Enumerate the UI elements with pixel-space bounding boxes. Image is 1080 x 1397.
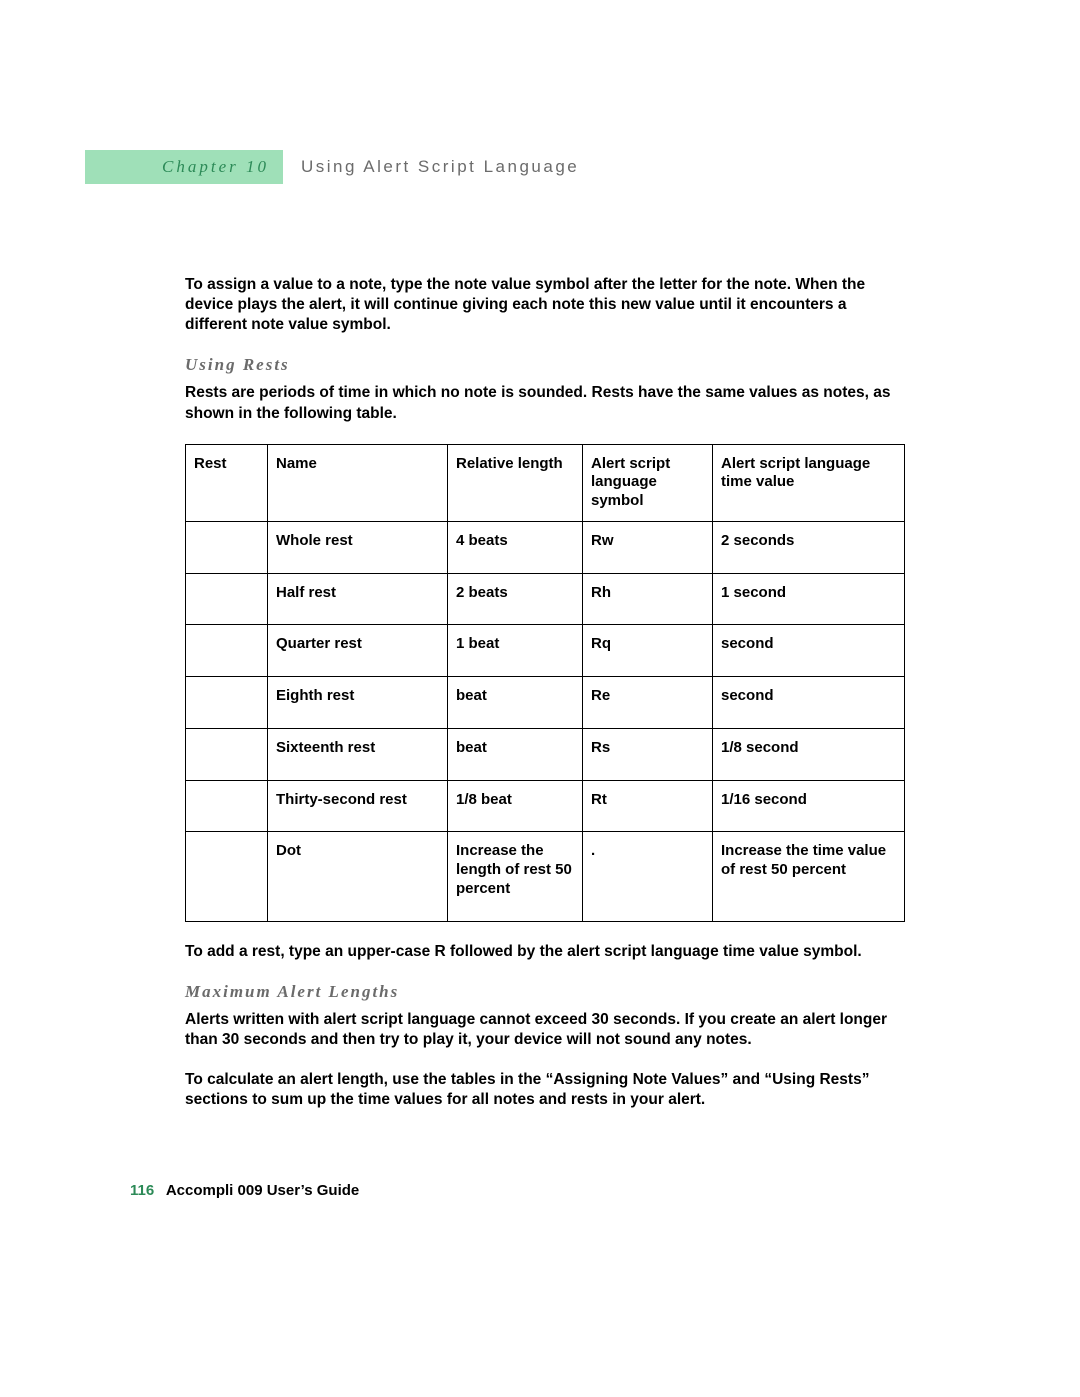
table-row: Eighth rest beat Re second — [186, 677, 905, 729]
chapter-title: Using Alert Script Language — [301, 157, 579, 177]
rests-after-table: To add a rest, type an upper-case R foll… — [185, 942, 905, 962]
table-header-row: Rest Name Relative length Alert script l… — [186, 444, 905, 521]
col-header: Alert script language time value — [713, 444, 905, 521]
cell: 1/16 second — [713, 780, 905, 832]
page-content: To assign a value to a note, type the no… — [185, 275, 905, 1130]
table-row: Half rest 2 beats Rh 1 second — [186, 573, 905, 625]
cell — [186, 780, 268, 832]
page-number: 116 — [130, 1182, 154, 1199]
cell: Eighth rest — [268, 677, 448, 729]
table-row: Thirty-second rest 1/8 beat Rt 1/16 seco… — [186, 780, 905, 832]
page-footer: 116 Accompli 009 User’s Guide — [130, 1182, 359, 1199]
cell: Increase the length of rest 50 percent — [448, 832, 583, 921]
cell: Half rest — [268, 573, 448, 625]
cell: Whole rest — [268, 521, 448, 573]
chapter-label: Chapter 10 — [162, 157, 269, 177]
rests-intro: Rests are periods of time in which no no… — [185, 383, 905, 423]
intro-paragraph: To assign a value to a note, type the no… — [185, 275, 905, 335]
col-header: Rest — [186, 444, 268, 521]
cell: . — [583, 832, 713, 921]
cell — [186, 728, 268, 780]
cell: second — [713, 625, 905, 677]
table-row: Whole rest 4 beats Rw 2 seconds — [186, 521, 905, 573]
cell: Rw — [583, 521, 713, 573]
max-alert-p2: To calculate an alert length, use the ta… — [185, 1070, 905, 1110]
cell — [186, 677, 268, 729]
cell: Rs — [583, 728, 713, 780]
cell: Sixteenth rest — [268, 728, 448, 780]
cell: Rq — [583, 625, 713, 677]
rest-table-body: Whole rest 4 beats Rw 2 seconds Half res… — [186, 521, 905, 921]
cell — [186, 521, 268, 573]
chapter-header: Chapter 10 Using Alert Script Language — [85, 150, 579, 184]
cell: Rh — [583, 573, 713, 625]
max-alert-p1: Alerts written with alert script languag… — [185, 1010, 905, 1050]
table-row: Quarter rest 1 beat Rq second — [186, 625, 905, 677]
cell: beat — [448, 677, 583, 729]
section-title-using-rests: Using Rests — [185, 355, 905, 375]
cell: 2 seconds — [713, 521, 905, 573]
cell: Quarter rest — [268, 625, 448, 677]
col-header: Name — [268, 444, 448, 521]
cell: Increase the time value of rest 50 per­c… — [713, 832, 905, 921]
cell: 1 second — [713, 573, 905, 625]
cell: Rt — [583, 780, 713, 832]
col-header: Alert script language symbol — [583, 444, 713, 521]
cell: beat — [448, 728, 583, 780]
cell — [186, 625, 268, 677]
table-row: Dot Increase the length of rest 50 perce… — [186, 832, 905, 921]
cell: 1/8 second — [713, 728, 905, 780]
rest-table: Rest Name Relative length Alert script l… — [185, 444, 905, 922]
cell — [186, 573, 268, 625]
cell: Dot — [268, 832, 448, 921]
footer-title: Accompli 009 User’s Guide — [166, 1182, 359, 1199]
section-title-max-alert: Maximum Alert Lengths — [185, 982, 905, 1002]
chapter-band: Chapter 10 — [85, 150, 283, 184]
cell: 4 beats — [448, 521, 583, 573]
cell: 1/8 beat — [448, 780, 583, 832]
table-row: Sixteenth rest beat Rs 1/8 second — [186, 728, 905, 780]
page: Chapter 10 Using Alert Script Language T… — [0, 0, 1080, 1397]
cell — [186, 832, 268, 921]
cell: second — [713, 677, 905, 729]
cell: Re — [583, 677, 713, 729]
col-header: Relative length — [448, 444, 583, 521]
cell: 2 beats — [448, 573, 583, 625]
cell: Thirty-second rest — [268, 780, 448, 832]
cell: 1 beat — [448, 625, 583, 677]
